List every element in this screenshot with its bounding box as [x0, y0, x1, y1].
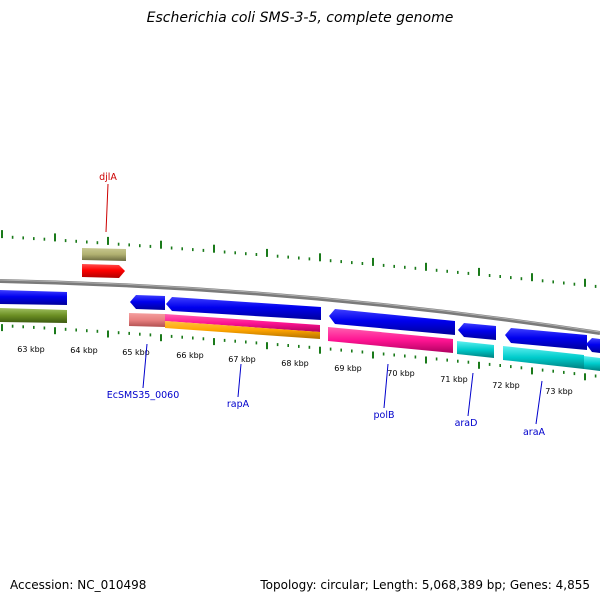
- araD-leader-line: [467, 372, 474, 417]
- tick-label-71kbp: 71 kbp: [440, 375, 468, 384]
- tick-label-63kbp: 63 kbp: [17, 345, 45, 354]
- tick-label-68kbp: 68 kbp: [281, 359, 309, 368]
- gene-labels: djlA EcSMS35_0060 rapA polB araD araA: [99, 172, 545, 438]
- polB-cds-arrow[interactable]: [329, 309, 455, 335]
- tick-label-69kbp: 69 kbp: [334, 364, 362, 373]
- rapA-gene-feature-lower[interactable]: [165, 321, 320, 339]
- rapA-leader-line: [237, 363, 242, 398]
- tick-labels: 63 kbp 64 kbp 65 kbp 66 kbp 67 kbp 68 kb…: [17, 345, 573, 396]
- araA-leader-line: [535, 380, 543, 425]
- araD-gene-feature[interactable]: [457, 341, 494, 358]
- reverse-cds-right[interactable]: [586, 338, 600, 353]
- tick-label-73kbp: 73 kbp: [545, 387, 573, 396]
- rapA-label[interactable]: rapA: [227, 399, 250, 410]
- djlA-gene-feature[interactable]: [82, 248, 126, 261]
- tick-label-72kbp: 72 kbp: [492, 381, 520, 390]
- tick-label-65kbp: 65 kbp: [122, 348, 150, 357]
- EcSMS35_0060-gene-feature[interactable]: [129, 313, 165, 327]
- rapA-cds-arrow[interactable]: [166, 297, 321, 320]
- genome-backbone: [0, 279, 600, 335]
- genome-backbone-highlight: [0, 279, 600, 333]
- araD-label[interactable]: araD: [455, 418, 478, 429]
- polB-label[interactable]: polB: [374, 410, 395, 421]
- tick-label-64kbp: 64 kbp: [70, 346, 98, 355]
- left-gene-feature[interactable]: [0, 308, 67, 323]
- map-title: Escherichia coli SMS-3-5, complete genom…: [147, 10, 454, 26]
- polB-leader-line: [383, 363, 389, 409]
- EcSMS35_0060-leader-line: [142, 343, 148, 389]
- inner-tick-ruler: [1, 324, 597, 381]
- accession-text: Accession: NC_010498: [10, 578, 147, 592]
- genome-summary-text: Topology: circular; Length: 5,068,389 bp…: [260, 578, 590, 592]
- tick-label-70kbp: 70 kbp: [387, 369, 415, 378]
- EcSMS35_0060-label[interactable]: EcSMS35_0060: [107, 390, 180, 401]
- feature-track: [0, 248, 600, 371]
- tick-label-67kbp: 67 kbp: [228, 355, 256, 364]
- djlA-label[interactable]: djlA: [99, 172, 117, 183]
- araA-label[interactable]: araA: [523, 427, 546, 438]
- outer-tick-ruler: [1, 230, 597, 288]
- djlA-cds-arrow[interactable]: [82, 264, 125, 278]
- araD-cds-arrow[interactable]: [458, 323, 496, 340]
- tick-label-66kbp: 66 kbp: [176, 351, 204, 360]
- araA-gene-feature[interactable]: [503, 346, 584, 369]
- reverse-cds-left[interactable]: [0, 290, 67, 305]
- araA-cds-arrow[interactable]: [505, 328, 587, 350]
- djlA-leader-line: [105, 183, 109, 233]
- right-gene-feature[interactable]: [584, 356, 600, 371]
- polB-gene-feature[interactable]: [328, 327, 453, 353]
- EcSMS35_0060-cds-arrow[interactable]: [130, 295, 165, 310]
- rapA-gene-feature[interactable]: [165, 314, 320, 332]
